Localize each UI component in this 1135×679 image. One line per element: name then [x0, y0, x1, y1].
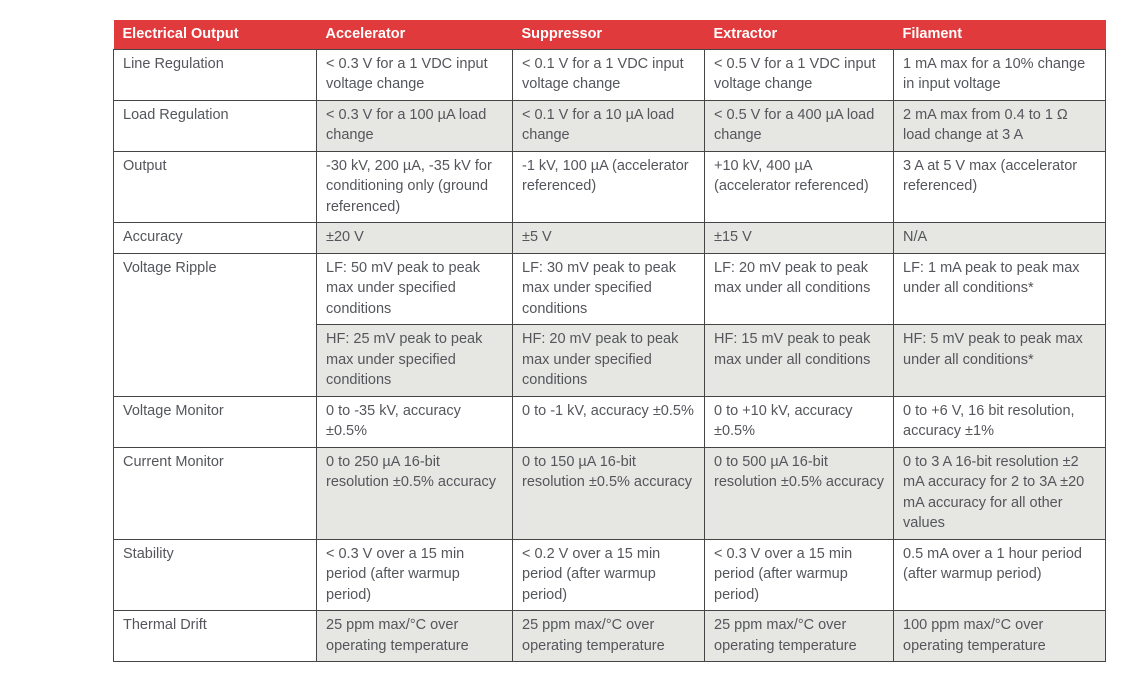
spec-cell: 3 A at 5 V max (accelerator referenced) [893, 150, 1106, 223]
table-row: Current Monitor 0 to 250 µA 16-bit resolu… [113, 446, 1106, 540]
spec-table-container: Electrical Output Accelerator Suppressor… [113, 20, 1106, 662]
spec-cell: -30 kV, 200 µA, -35 kV for conditioning … [316, 150, 513, 223]
spec-cell: 2 mA max from 0.4 to 1 Ω load change at … [893, 99, 1106, 152]
row-label: Accuracy [113, 222, 317, 254]
row-label: Current Monitor [113, 446, 317, 540]
spec-cell: < 0.5 V for a 1 VDC input voltage change [704, 48, 894, 101]
table-row: Voltage Ripple LF: 50 mV peak to peak max… [113, 252, 1106, 397]
spec-cell: 0 to 150 µA 16-bit resolution ±0.5% accu… [512, 446, 705, 540]
row-label: Output [113, 150, 317, 223]
spec-cell: 0 to 3 A 16-bit resolution ±2 mA accurac… [893, 446, 1106, 540]
spec-cell: 0 to +6 V, 16 bit resolution, accuracy ±… [893, 395, 1106, 448]
spec-cell: < 0.2 V over a 15 min period (after warm… [512, 538, 705, 611]
spec-cell: -1 kV, 100 µA (accelerator referenced) [512, 150, 705, 223]
row-label: Voltage Ripple [113, 252, 317, 397]
column-header-accelerator: Accelerator [316, 20, 513, 49]
spec-cell: < 0.3 V over a 15 min period (after warm… [316, 538, 513, 611]
spec-cell: < 0.3 V over a 15 min period (after warm… [704, 538, 894, 611]
spec-cell: ±5 V [512, 222, 705, 254]
row-label: Stability [113, 538, 317, 611]
table-row: Stability < 0.3 V over a 15 min period (a… [113, 538, 1106, 611]
electrical-output-spec-table: Electrical Output Accelerator Suppressor… [113, 20, 1106, 662]
spec-cell: 100 ppm max/°C over operating temperatur… [893, 610, 1106, 662]
spec-cell: ±20 V [316, 222, 513, 254]
spec-cell: ±15 V [704, 222, 894, 254]
spec-cell: LF: 1 mA peak to peak max under all cond… [893, 252, 1106, 325]
row-label: Load Regulation [113, 99, 317, 152]
table-row: Voltage Monitor 0 to -35 kV, accuracy ±0.… [113, 395, 1106, 448]
spec-cell: < 0.1 V for a 10 µA load change [512, 99, 705, 152]
spec-cell: 1 mA max for a 10% change in input volta… [893, 48, 1106, 101]
spec-cell: < 0.3 V for a 1 VDC input voltage change [316, 48, 513, 101]
spec-cell: < 0.1 V for a 1 VDC input voltage change [512, 48, 705, 101]
column-header-filament: Filament [893, 20, 1106, 49]
table-row: HF: 25 mV peak to peak max under specifi… [114, 324, 1106, 397]
table-header: Electrical Output Accelerator Suppressor… [113, 20, 1106, 49]
spec-table-body: Line Regulation < 0.3 V for a 1 VDC input… [113, 48, 1106, 662]
row-label: Thermal Drift [113, 610, 317, 662]
spec-cell: +10 kV, 400 µA (accelerator referenced) [704, 150, 894, 223]
spec-cell: 0 to +10 kV, accuracy ±0.5% [704, 395, 894, 448]
row-label: Line Regulation [113, 48, 317, 101]
spec-cell: 0 to -35 kV, accuracy ±0.5% [316, 395, 513, 448]
spec-cell: N/A [893, 222, 1106, 254]
row-label: Voltage Monitor [113, 395, 317, 448]
table-row: Output -30 kV, 200 µA, -35 kV for conditi… [113, 150, 1106, 223]
column-header-suppressor: Suppressor [512, 20, 705, 49]
column-header-electrical-output: Electrical Output [113, 20, 317, 49]
spec-cell: 0 to -1 kV, accuracy ±0.5% [512, 395, 705, 448]
column-header-extractor: Extractor [704, 20, 894, 49]
spec-cell: 0 to 500 µA 16-bit resolution ±0.5% accu… [704, 446, 894, 540]
table-row: Line Regulation < 0.3 V for a 1 VDC input… [113, 48, 1106, 101]
spec-cell: 25 ppm max/°C over operating temperature [704, 610, 894, 662]
spec-cell: HF: 20 mV peak to peak max under specifi… [512, 324, 705, 397]
spec-cell: LF: 50 mV peak to peak max under specifi… [316, 252, 513, 325]
spec-cell: 25 ppm max/°C over operating temperature [316, 610, 513, 662]
spec-cell: HF: 15 mV peak to peak max under all con… [704, 324, 894, 397]
spec-cell: < 0.3 V for a 100 µA load change [316, 99, 513, 152]
spec-cell: LF: 30 mV peak to peak max under specifi… [512, 252, 705, 325]
spec-cell: HF: 25 mV peak to peak max under specifi… [316, 324, 513, 397]
spec-cell: 25 ppm max/°C over operating temperature [512, 610, 705, 662]
spec-cell: < 0.5 V for a 400 µA load change [704, 99, 894, 152]
spec-cell: LF: 20 mV peak to peak max under all con… [704, 252, 894, 325]
header-row: Electrical Output Accelerator Suppressor… [113, 20, 1106, 49]
table-row: Accuracy ±20 V ±5 V ±15 V N/A [113, 222, 1106, 254]
spec-cell: HF: 5 mV peak to peak max under all cond… [893, 324, 1106, 397]
table-row: Load Regulation < 0.3 V for a 100 µA load… [113, 99, 1106, 152]
table-row: Thermal Drift 25 ppm max/°C over operatin… [113, 610, 1106, 662]
spec-cell: 0.5 mA over a 1 hour period (after warmu… [893, 538, 1106, 611]
spec-cell: 0 to 250 µA 16-bit resolution ±0.5% accu… [316, 446, 513, 540]
